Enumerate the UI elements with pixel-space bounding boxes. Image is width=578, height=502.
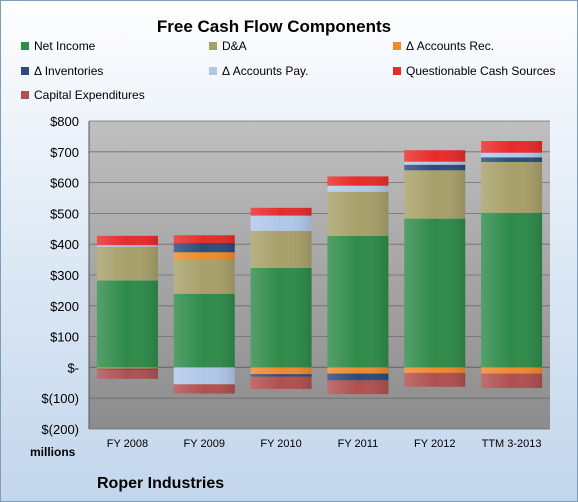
y-tick-label: $- [67, 360, 79, 375]
bar-shading [96, 369, 158, 379]
bar-shading [173, 367, 235, 385]
bar-shading [250, 376, 312, 389]
y-tick-label: $300 [50, 268, 79, 283]
legend-label-net-income: Net Income [34, 39, 96, 53]
bar-shading [481, 373, 543, 389]
bar-shading [481, 157, 543, 162]
legend-swatch-capital-expenditures [21, 91, 29, 99]
x-tick-label: FY 2009 [184, 438, 225, 450]
legend-label-inventories: Δ Inventories [34, 64, 103, 78]
legend: Net Income D&A Δ Accounts Rec. Δ Inventorie… [21, 39, 555, 102]
bar-shading [327, 185, 389, 192]
bar-shading [327, 367, 389, 374]
gridlines [89, 120, 550, 430]
bar-shading [327, 380, 389, 395]
unit-label: millions [30, 445, 76, 459]
legend-swatch-accounts-rec [393, 42, 401, 50]
legend-label-questionable-cash-sources: Questionable Cash Sources [406, 64, 555, 78]
bar-shading [481, 212, 543, 368]
bar-shading [327, 191, 389, 236]
bar-shading [250, 367, 312, 375]
bar-shading [404, 367, 466, 373]
y-tick-label: $500 [50, 206, 79, 221]
x-tick-labels: FY 2008 FY 2009 FY 2010 FY 2011 FY 2012 TTM 3… [107, 438, 542, 450]
y-tick-label: $600 [50, 176, 79, 191]
bar-shading [327, 235, 389, 368]
bar-shading [96, 246, 158, 281]
y-tick-label: $100 [50, 330, 79, 345]
bar-shading [173, 259, 235, 294]
y-tick-labels: $800 $700 $600 $500 $400 $300 $200 $100 $- $(100)… [41, 114, 79, 437]
bar-shading [173, 242, 235, 253]
y-tick-label: $(200) [41, 422, 79, 437]
x-tick-label: TTM 3-2013 [482, 438, 542, 450]
bar-shading [250, 215, 312, 231]
bar-shading [404, 170, 466, 219]
bar-shading [404, 372, 466, 387]
legend-swatch-accounts-pay [209, 67, 217, 75]
bar-shading [481, 152, 543, 158]
bar-shading [404, 164, 466, 171]
y-tick-label: $(100) [41, 391, 79, 406]
bar-shading [173, 252, 235, 260]
legend-swatch-net-income [21, 42, 29, 50]
bar-shading [173, 235, 235, 243]
bar-shading [250, 267, 312, 368]
legend-label-accounts-rec: Δ Accounts Rec. [406, 39, 494, 53]
y-tick-label: $200 [50, 299, 79, 314]
x-tick-label: FY 2011 [338, 438, 379, 450]
legend-label-d-a: D&A [222, 39, 247, 53]
x-tick-label: FY 2010 [260, 438, 301, 450]
bar-shading [250, 374, 312, 377]
bar-shading [96, 280, 158, 368]
company-label: Roper Industries [97, 475, 224, 492]
bar-shading [96, 367, 158, 369]
bar-shading [481, 161, 543, 213]
x-tick-label: FY 2008 [107, 438, 148, 450]
bar-shading [96, 368, 158, 370]
bar-shading [96, 245, 158, 247]
bar-shading [404, 150, 466, 162]
legend-label-accounts-pay: Δ Accounts Pay. [222, 64, 309, 78]
bar-shading [96, 235, 158, 246]
legend-label-capital-expenditures: Capital Expenditures [34, 88, 145, 102]
y-tick-label: $400 [50, 237, 79, 252]
legend-swatch-inventories [21, 67, 29, 75]
bar-shading [481, 141, 543, 153]
bar-shading [481, 367, 543, 374]
bar-shading [404, 218, 466, 368]
x-tick-label: FY 2012 [414, 438, 455, 450]
bar-shading [327, 176, 389, 186]
bar-shading [250, 207, 312, 216]
bar-shading [404, 161, 466, 165]
bar-shading [250, 230, 312, 268]
bar-shading [173, 384, 235, 394]
y-tick-label: $800 [50, 114, 79, 129]
bar-shading [173, 293, 235, 368]
chart-title: Free Cash Flow Components [157, 17, 391, 36]
y-tick-label: $700 [50, 145, 79, 160]
bar-shading [327, 373, 389, 381]
bars [96, 141, 543, 395]
legend-swatch-d-a [209, 42, 217, 50]
legend-swatch-questionable-cash-sources [393, 67, 401, 75]
